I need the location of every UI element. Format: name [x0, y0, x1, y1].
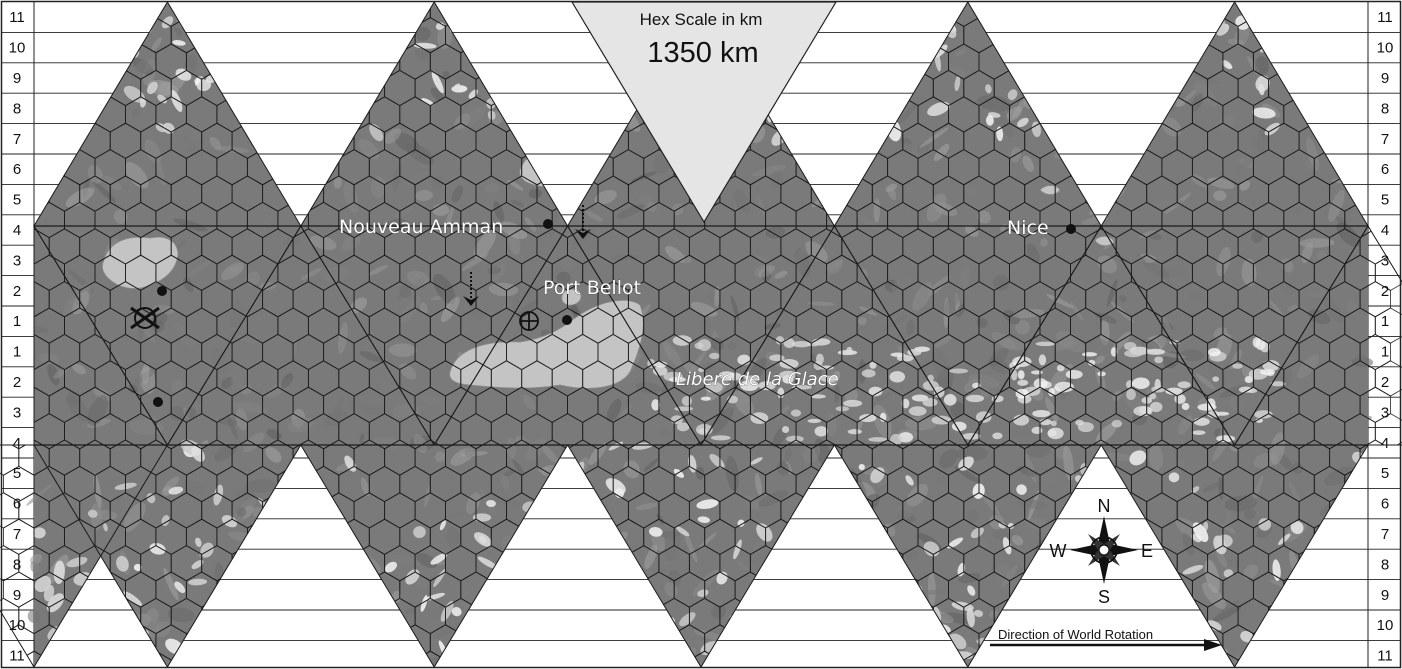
rotation-label: Direction of World Rotation	[998, 627, 1153, 642]
row-label: 2	[13, 283, 21, 300]
row-label: 7	[13, 526, 21, 543]
row-label: 10	[1377, 40, 1394, 57]
row-label: 1	[1381, 313, 1389, 330]
city-label-nouveau-amman: Nouveau Amman	[339, 216, 503, 238]
row-label: 7	[1381, 526, 1389, 543]
row-label: 11	[9, 648, 25, 665]
row-label: 10	[9, 40, 26, 57]
row-label: 11	[9, 9, 25, 26]
city-label-nice: Nice	[1007, 217, 1049, 239]
row-label: 9	[13, 587, 21, 604]
scale-value: 1350 km	[647, 37, 758, 69]
row-label: 3	[1381, 252, 1389, 269]
row-label: 5	[13, 465, 21, 482]
row-label: 1	[13, 313, 21, 330]
row-label: 10	[1377, 617, 1394, 634]
rotation-arrow	[990, 639, 1222, 651]
water-body	[101, 236, 179, 289]
row-label: 2	[1381, 283, 1389, 300]
row-label: 2	[1381, 374, 1389, 391]
row-label: 4	[1381, 435, 1389, 452]
row-label: 4	[1381, 222, 1389, 239]
row-label: 9	[1381, 70, 1389, 87]
row-label: 11	[1377, 9, 1393, 26]
row-label: 8	[13, 556, 21, 573]
region-label: Libere de la Glace	[676, 369, 839, 390]
row-label: 2	[13, 374, 21, 391]
row-label: 10	[9, 617, 26, 634]
row-label: 7	[13, 131, 21, 148]
row-label: 6	[1381, 496, 1389, 513]
row-label: 6	[13, 161, 21, 178]
descent-arrow-icon	[575, 205, 591, 239]
compass-north-label: N	[1098, 496, 1111, 516]
row-label: 8	[1381, 100, 1389, 117]
water-bodies	[101, 149, 1115, 389]
row-label: 4	[13, 222, 21, 239]
row-label: 8	[1381, 556, 1389, 573]
starport-icon	[519, 311, 539, 331]
nice-city-dot-icon	[1066, 224, 1076, 234]
row-label: 1	[1381, 344, 1389, 361]
row-label: 6	[1381, 161, 1389, 178]
port-bellot-city-dot-icon	[562, 315, 572, 325]
scale-triangle	[570, 1, 838, 224]
row-label: 6	[13, 496, 21, 513]
row-label: 5	[1381, 192, 1389, 209]
row-label: 1	[13, 344, 21, 361]
compass-south-label: S	[1098, 587, 1110, 607]
row-label: 5	[13, 192, 21, 209]
row-label: 9	[1381, 587, 1389, 604]
compass-west-label: W	[1050, 541, 1067, 561]
row-label: 11	[1377, 648, 1393, 665]
row-label: 3	[13, 404, 21, 421]
crossed-swords-icon	[130, 306, 160, 330]
row-label: 4	[13, 435, 21, 452]
compass-east-label: E	[1141, 541, 1153, 561]
descent-arrow-icon	[463, 272, 479, 306]
scale-title: Hex Scale in km	[640, 10, 763, 29]
row-label: 3	[1381, 404, 1389, 421]
nouveau-amman-city-dot-icon	[543, 219, 553, 229]
map-markers	[130, 205, 1076, 407]
water-body	[449, 299, 644, 389]
row-label: 9	[13, 70, 21, 87]
water-body	[519, 149, 585, 188]
row-label: 8	[13, 100, 21, 117]
west-city-dot-icon	[157, 286, 167, 296]
row-label: 7	[1381, 131, 1389, 148]
southwest-city-dot-icon	[153, 397, 163, 407]
row-label: 3	[13, 252, 21, 269]
row-label: 5	[1381, 465, 1389, 482]
city-label-port-bellot: Port Bellot	[543, 277, 641, 299]
compass-rose-icon	[1070, 516, 1138, 584]
hex-scale-key: Hex Scale in km 1350 km	[570, 1, 838, 224]
